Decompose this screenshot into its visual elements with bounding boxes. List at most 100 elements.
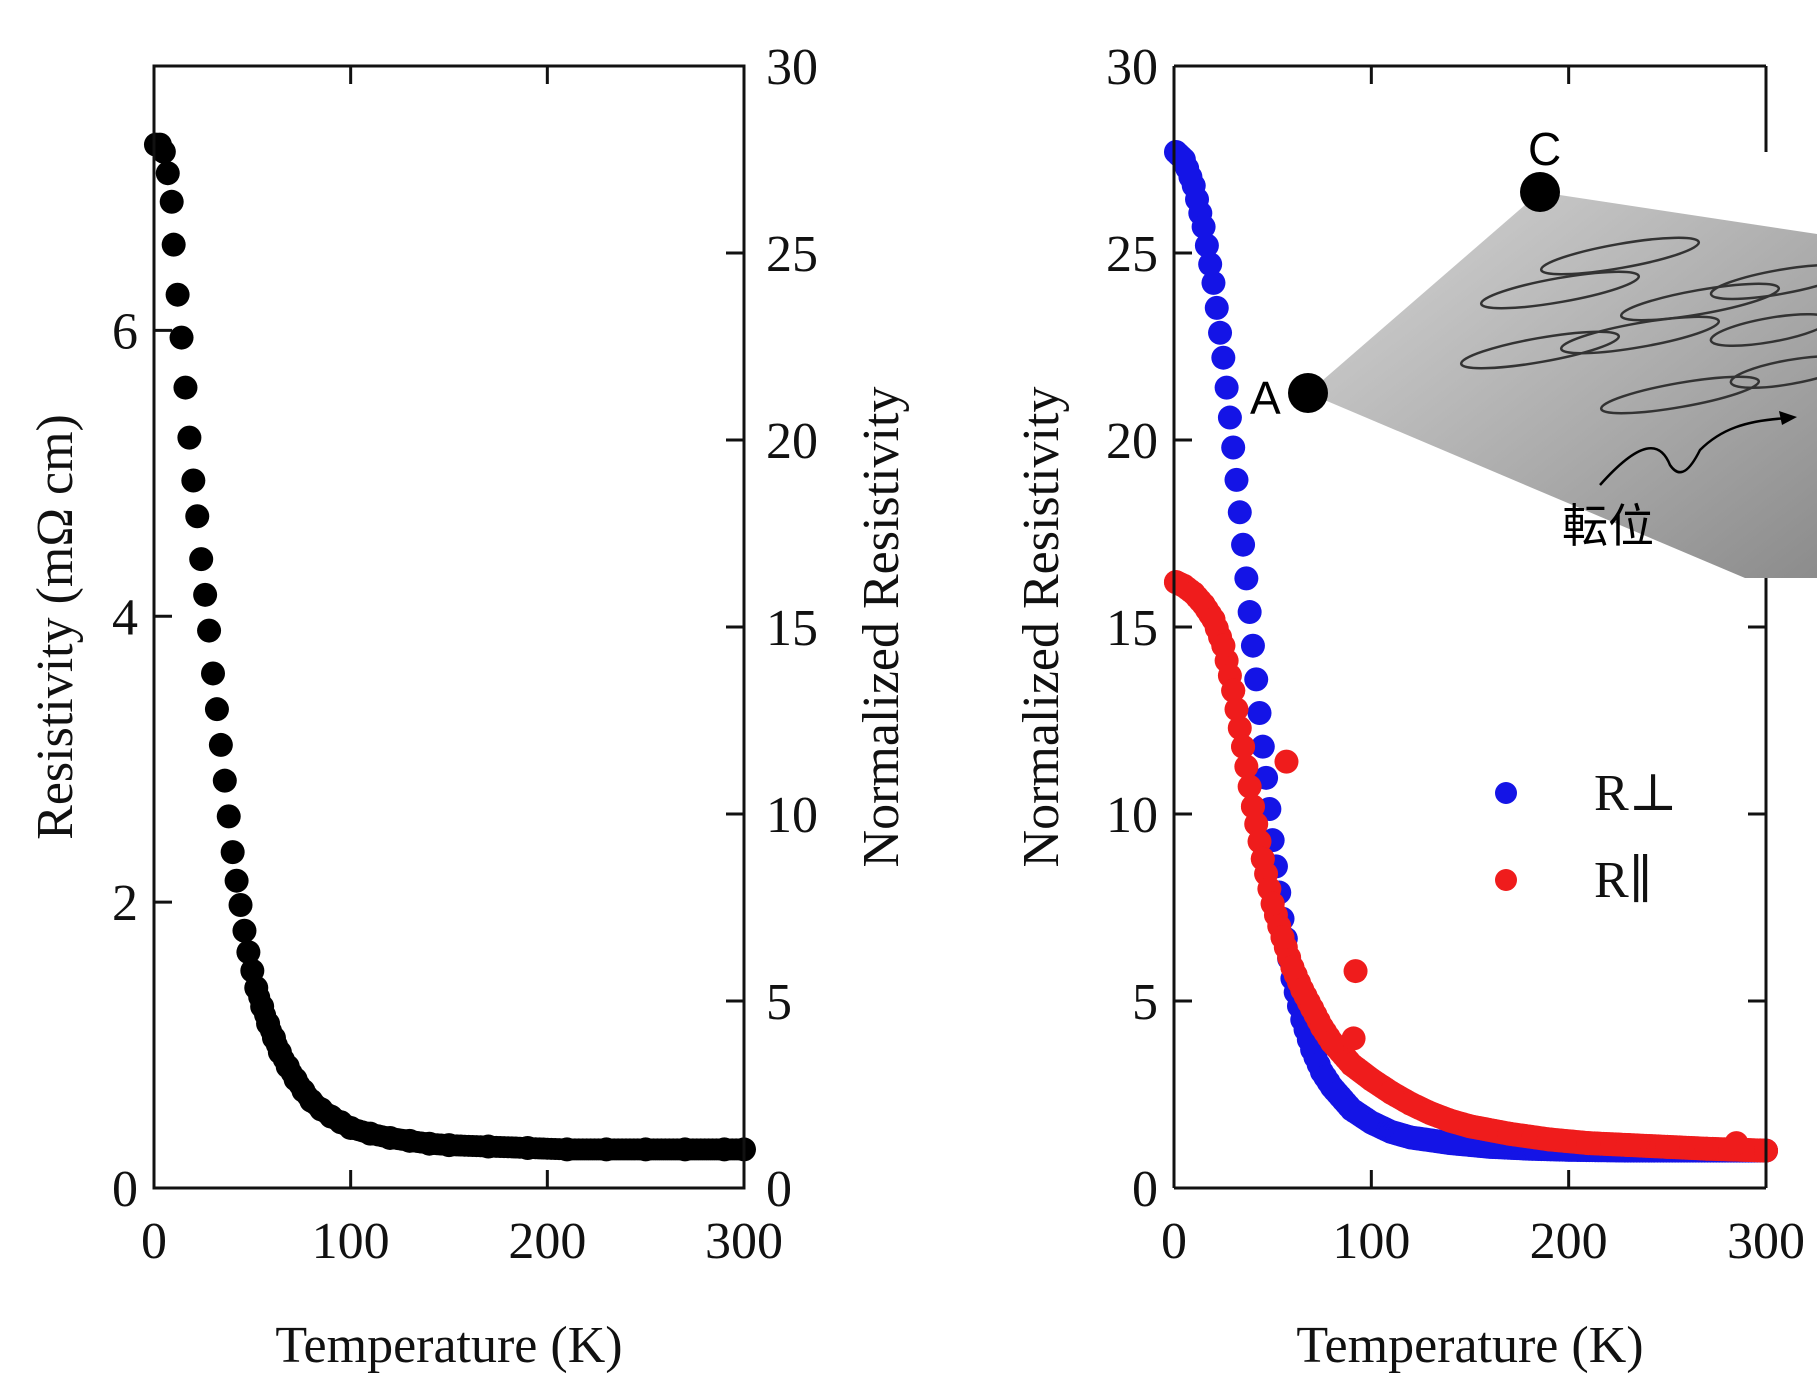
- data-point-perp: [1237, 600, 1262, 625]
- right-x-ticks: 0 100 200 300: [1161, 66, 1805, 1270]
- data-point: [169, 325, 194, 350]
- legend-marker-parallel: [1495, 869, 1517, 891]
- left-y2-axis-title: Normalized Resistivity: [853, 387, 910, 868]
- data-point: [185, 504, 210, 529]
- data-point-perp: [1231, 532, 1256, 557]
- data-point-parallel: [1240, 794, 1265, 819]
- data-point-parallel: [1221, 678, 1246, 703]
- data-point: [151, 139, 176, 164]
- dislocation-ellipse: [1479, 270, 1641, 310]
- data-point-fill: [241, 959, 264, 982]
- y-tick-label: 0: [112, 1161, 138, 1218]
- data-point-parallel: [1655, 1134, 1680, 1159]
- data-point-perp: [1227, 500, 1252, 525]
- right-legend: R⊥ R∥: [1495, 765, 1678, 909]
- data-point-parallel: [1359, 1067, 1384, 1092]
- data-point-parallel: [1227, 715, 1252, 740]
- data-point-perp: [1194, 233, 1219, 258]
- data-point-parallel: [1260, 891, 1285, 916]
- dislocation-ellipse: [1459, 330, 1621, 370]
- dislocation-ellipse: [1709, 312, 1817, 348]
- dislocation-ellipse: [1599, 375, 1761, 415]
- inset-annotation: 転位: [1562, 500, 1654, 552]
- left-y2-ticks: 0 5 10 15 20 25 30: [726, 39, 818, 1218]
- data-point-parallel: [1341, 1026, 1366, 1051]
- data-point-parallel: [1300, 996, 1325, 1021]
- data-point-parallel: [1398, 1091, 1423, 1116]
- data-point-perp: [1211, 345, 1236, 370]
- legend-label-perp: R⊥: [1594, 765, 1678, 822]
- data-point: [201, 661, 225, 686]
- left-y-axis-title: Resistivity (mΩ cm): [27, 414, 84, 840]
- data-point-perp: [1221, 435, 1246, 460]
- y2-tick-label: 25: [766, 226, 818, 283]
- right-series-parallel-points: [1163, 570, 1778, 1163]
- x-tick-label: 100: [1332, 1213, 1410, 1270]
- left-x-ticks: 0 100 200 300: [141, 66, 783, 1270]
- y-tick-label: 6: [112, 303, 138, 360]
- inset-arrowhead: [1779, 411, 1797, 425]
- data-point-parallel: [1724, 1131, 1749, 1156]
- data-point: [228, 892, 253, 917]
- left-series-points: [143, 132, 756, 1162]
- data-point-parallel: [1497, 1121, 1522, 1146]
- data-point: [197, 618, 222, 643]
- dislocation-ellipse: [1619, 282, 1781, 322]
- data-point-parallel: [1237, 774, 1262, 799]
- x-tick-label: 200: [508, 1213, 586, 1270]
- right-chart: C A 転位 0 100 200 300 0 5 10 15 20 25 30 Temperatu…: [1013, 39, 1817, 1374]
- data-point-perp: [1201, 270, 1226, 295]
- y-tick-label: 4: [112, 589, 138, 646]
- data-point-parallel: [1274, 749, 1299, 774]
- data-point-parallel: [1231, 734, 1256, 759]
- data-point-parallel: [1536, 1127, 1561, 1152]
- data-point-parallel: [1234, 754, 1259, 779]
- data-point-parallel: [1290, 977, 1315, 1002]
- data-point-perp: [1234, 566, 1259, 591]
- dislocation-ellipse: [1559, 315, 1721, 355]
- right-y-axis-title: Normalized Resistivity: [1013, 387, 1070, 868]
- data-point: [232, 918, 257, 943]
- y-tick-label: 2: [112, 875, 138, 932]
- data-point-perp: [1204, 295, 1229, 320]
- inset-dislocation-ellipses: [1459, 236, 1817, 415]
- data-point: [220, 840, 245, 865]
- y-tick-label: 30: [1106, 39, 1158, 96]
- data-point: [155, 161, 180, 186]
- data-point-parallel: [1458, 1114, 1482, 1139]
- data-point-parallel: [1615, 1132, 1640, 1157]
- y2-tick-label: 10: [766, 787, 818, 844]
- data-point: [204, 697, 229, 722]
- data-point-parallel: [1379, 1080, 1404, 1105]
- data-point-perp: [1208, 320, 1233, 345]
- y-tick-label: 25: [1106, 226, 1158, 283]
- y2-tick-label: 20: [766, 413, 818, 470]
- data-point-perp: [1217, 405, 1242, 430]
- inset-schematic: C A 転位: [1250, 123, 1817, 578]
- left-plot-frame: [152, 64, 746, 1190]
- data-point-perp: [1250, 734, 1275, 759]
- y-tick-label: 15: [1106, 600, 1158, 657]
- dislocation-ellipse: [1729, 354, 1817, 390]
- data-point-parallel: [1694, 1136, 1719, 1161]
- data-point-parallel: [1270, 925, 1295, 950]
- data-point-parallel: [1201, 607, 1226, 632]
- legend-marker-perp: [1495, 782, 1517, 804]
- data-point-parallel: [1438, 1108, 1463, 1133]
- data-point-parallel: [1343, 959, 1368, 984]
- data-point-perp: [1247, 701, 1272, 726]
- right-y-ticks: 0 5 10 15 20 25 30: [1106, 39, 1766, 1218]
- x-tick-label: 200: [1530, 1213, 1608, 1270]
- x-tick-label: 300: [1727, 1213, 1805, 1270]
- data-point-perp: [1214, 375, 1239, 400]
- inset-point-a: [1288, 373, 1328, 413]
- legend-label-parallel: R∥: [1594, 852, 1653, 909]
- data-point-perp: [1240, 633, 1265, 658]
- data-point: [173, 375, 198, 400]
- y2-tick-label: 0: [766, 1161, 792, 1218]
- x-tick-label: 0: [1161, 1213, 1187, 1270]
- data-point-parallel: [1250, 846, 1275, 871]
- data-point-parallel: [1224, 697, 1249, 722]
- data-point-perp: [1224, 467, 1249, 492]
- x-tick-label: 0: [141, 1213, 167, 1270]
